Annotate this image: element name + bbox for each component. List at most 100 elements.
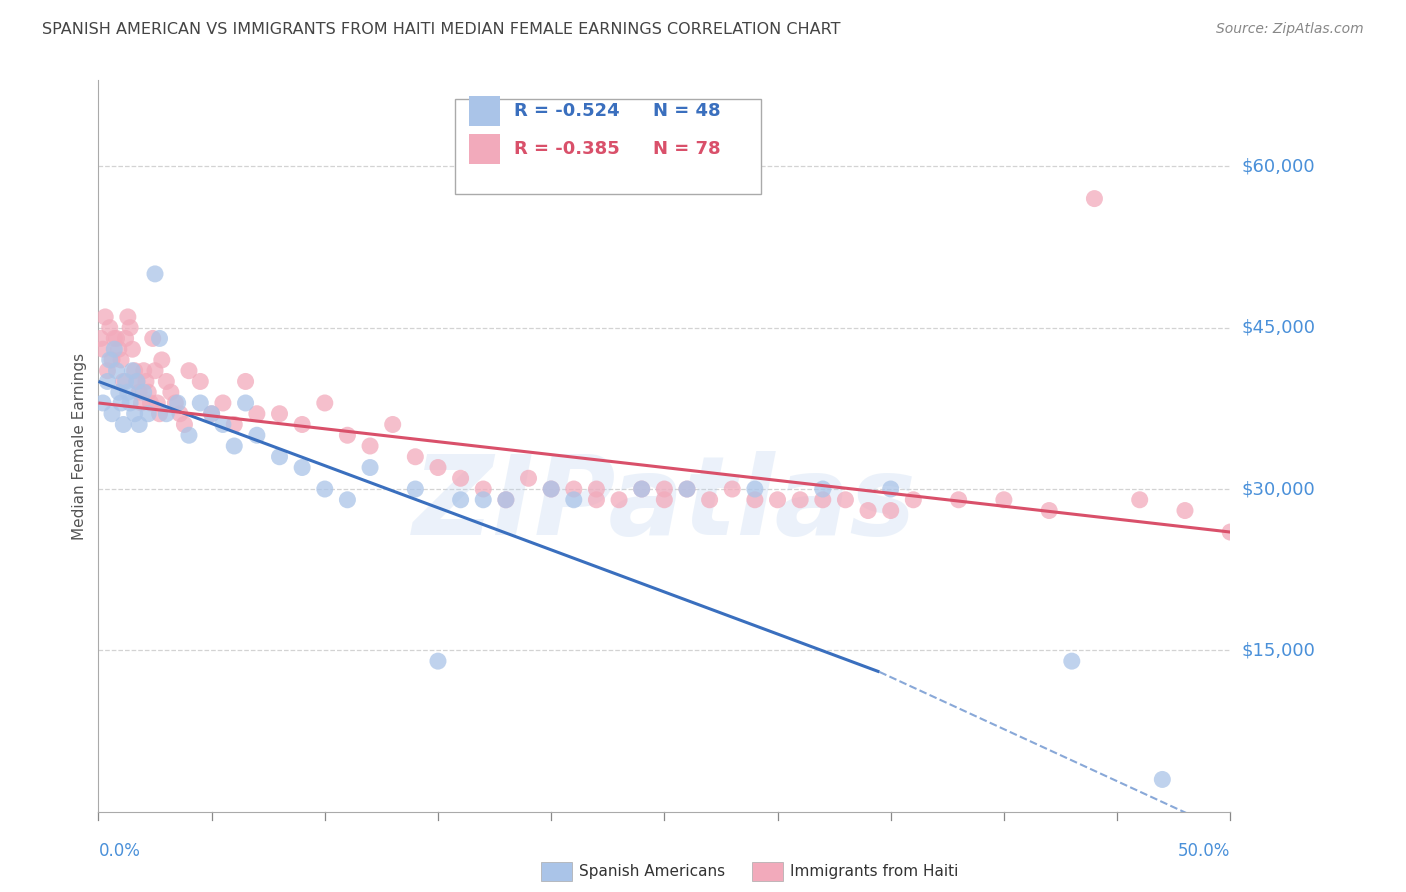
- Point: [105, 364, 128, 378]
- Text: $15,000: $15,000: [1241, 641, 1315, 659]
- Point: [107, 342, 129, 356]
- Point: [114, 331, 136, 345]
- Point: [139, 396, 162, 410]
- Text: 0.0%: 0.0%: [98, 842, 141, 860]
- Point: [177, 428, 200, 442]
- Point: [269, 407, 291, 421]
- Point: [585, 482, 607, 496]
- Point: [472, 482, 495, 496]
- Point: [148, 407, 170, 421]
- Point: [269, 450, 291, 464]
- Point: [224, 417, 246, 432]
- Point: [125, 375, 148, 389]
- Text: ZIPatlas: ZIPatlas: [412, 451, 917, 558]
- Point: [607, 492, 630, 507]
- Y-axis label: Median Female Earnings: Median Female Earnings: [72, 352, 87, 540]
- Point: [472, 492, 495, 507]
- Text: $45,000: $45,000: [1241, 318, 1316, 336]
- Point: [131, 396, 153, 410]
- Point: [235, 396, 257, 410]
- Point: [120, 396, 142, 410]
- Point: [630, 482, 652, 496]
- Point: [834, 492, 856, 507]
- Point: [135, 375, 157, 389]
- Point: [585, 492, 607, 507]
- Point: [112, 417, 135, 432]
- Point: [744, 482, 766, 496]
- Point: [201, 407, 224, 421]
- Point: [811, 492, 834, 507]
- Point: [94, 310, 117, 324]
- Text: 50.0%: 50.0%: [1178, 842, 1230, 860]
- Point: [517, 471, 540, 485]
- Point: [404, 450, 426, 464]
- Point: [132, 385, 155, 400]
- Point: [103, 342, 125, 356]
- FancyBboxPatch shape: [468, 95, 501, 127]
- Point: [1060, 654, 1083, 668]
- Text: $30,000: $30,000: [1241, 480, 1315, 498]
- Point: [630, 482, 652, 496]
- Point: [90, 331, 112, 345]
- Point: [110, 353, 132, 368]
- Point: [450, 471, 472, 485]
- Point: [121, 342, 143, 356]
- Point: [880, 482, 903, 496]
- Point: [1129, 492, 1152, 507]
- Point: [721, 482, 744, 496]
- Point: [676, 482, 699, 496]
- Point: [177, 364, 200, 378]
- Point: [110, 396, 132, 410]
- Point: [224, 439, 246, 453]
- Point: [540, 482, 562, 496]
- Text: N = 48: N = 48: [652, 102, 721, 120]
- Point: [652, 482, 676, 496]
- Point: [993, 492, 1015, 507]
- Point: [96, 364, 118, 378]
- Point: [336, 428, 359, 442]
- Point: [212, 396, 235, 410]
- Point: [188, 396, 211, 410]
- Point: [98, 320, 121, 334]
- Point: [1152, 772, 1174, 787]
- Point: [562, 482, 585, 496]
- Point: [404, 482, 426, 496]
- Point: [314, 396, 336, 410]
- Point: [117, 385, 139, 400]
- Point: [903, 492, 925, 507]
- Point: [246, 407, 269, 421]
- Point: [165, 396, 187, 410]
- Point: [132, 364, 155, 378]
- Point: [91, 396, 114, 410]
- Point: [427, 654, 450, 668]
- Point: [146, 396, 169, 410]
- Point: [155, 375, 177, 389]
- Point: [120, 320, 142, 334]
- Point: [166, 396, 188, 410]
- Point: [811, 482, 834, 496]
- Point: [188, 375, 211, 389]
- Point: [105, 331, 128, 345]
- Point: [143, 267, 166, 281]
- Point: [150, 353, 173, 368]
- Point: [744, 492, 766, 507]
- Point: [114, 375, 136, 389]
- Point: [101, 353, 124, 368]
- FancyBboxPatch shape: [468, 134, 501, 164]
- Point: [173, 417, 195, 432]
- Point: [136, 407, 159, 421]
- Point: [98, 353, 121, 368]
- Text: Spanish Americans: Spanish Americans: [579, 864, 725, 879]
- Point: [699, 492, 721, 507]
- Point: [148, 331, 170, 345]
- Point: [291, 460, 314, 475]
- Point: [107, 385, 129, 400]
- Point: [96, 375, 118, 389]
- Point: [1083, 192, 1105, 206]
- Point: [142, 331, 165, 345]
- Point: [562, 492, 585, 507]
- Point: [246, 428, 269, 442]
- Point: [856, 503, 879, 517]
- Point: [495, 492, 517, 507]
- Point: [136, 385, 159, 400]
